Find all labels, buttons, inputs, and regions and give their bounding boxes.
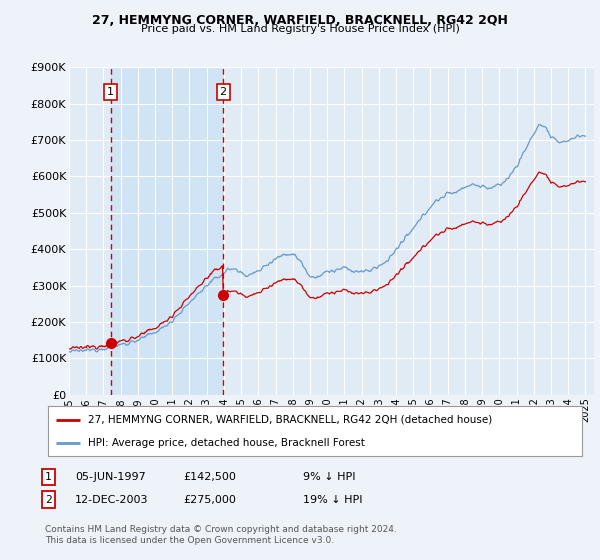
Text: 27, HEMMYNG CORNER, WARFIELD, BRACKNELL, RG42 2QH (detached house): 27, HEMMYNG CORNER, WARFIELD, BRACKNELL,… <box>88 414 493 424</box>
Text: 1: 1 <box>45 472 52 482</box>
Text: 1: 1 <box>107 87 114 97</box>
Text: 05-JUN-1997: 05-JUN-1997 <box>75 472 146 482</box>
Text: HPI: Average price, detached house, Bracknell Forest: HPI: Average price, detached house, Brac… <box>88 438 365 448</box>
Bar <box>110 67 223 395</box>
Text: 27, HEMMYNG CORNER, WARFIELD, BRACKNELL, RG42 2QH: 27, HEMMYNG CORNER, WARFIELD, BRACKNELL,… <box>92 14 508 27</box>
Text: 19% ↓ HPI: 19% ↓ HPI <box>303 494 362 505</box>
Text: 2: 2 <box>220 87 227 97</box>
Text: 2: 2 <box>45 494 52 505</box>
Text: 9% ↓ HPI: 9% ↓ HPI <box>303 472 355 482</box>
Text: Contains HM Land Registry data © Crown copyright and database right 2024.
This d: Contains HM Land Registry data © Crown c… <box>45 525 397 545</box>
Text: £142,500: £142,500 <box>183 472 236 482</box>
Text: 12-DEC-2003: 12-DEC-2003 <box>75 494 149 505</box>
Text: Price paid vs. HM Land Registry's House Price Index (HPI): Price paid vs. HM Land Registry's House … <box>140 24 460 34</box>
Text: £275,000: £275,000 <box>183 494 236 505</box>
